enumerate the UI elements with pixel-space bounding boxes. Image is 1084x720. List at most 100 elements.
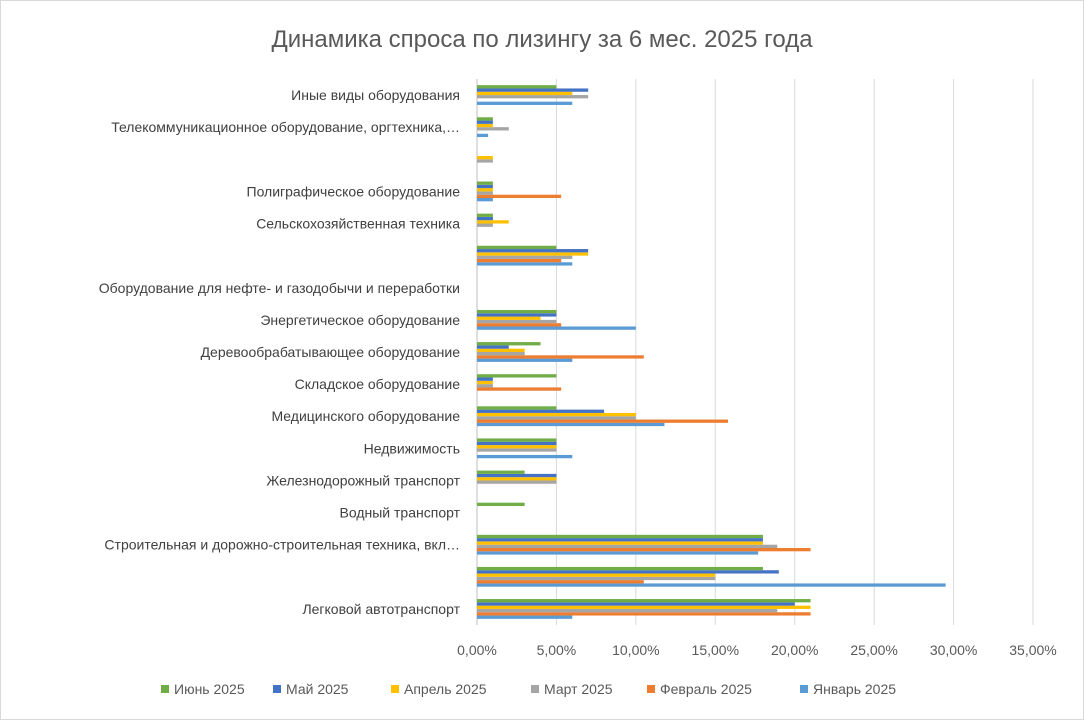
category-label: Водный транспорт [340, 505, 461, 521]
legend-label: Апрель 2025 [404, 681, 487, 697]
bar [477, 252, 589, 256]
value-axis: 0,00% 5,00% 10,00% 15,00% 20,00% 25,00% 30,00%… [457, 642, 1057, 658]
bar [477, 416, 636, 420]
bar [477, 345, 509, 349]
bar [477, 342, 541, 346]
bar [477, 419, 728, 423]
legend-swatch [800, 685, 808, 693]
bar [477, 470, 525, 474]
bar [477, 580, 644, 584]
category-label: Деревообрабатывающее оборудование [201, 344, 461, 360]
bar [477, 541, 763, 545]
bar [477, 326, 636, 330]
bar [477, 422, 665, 427]
bar [477, 548, 811, 552]
bar [477, 576, 716, 581]
bar [477, 194, 562, 199]
bar [477, 159, 493, 163]
category-label: Полиграфическое оборудование [247, 183, 461, 199]
bar [477, 438, 557, 442]
x-tick-label: 25,00% [850, 642, 897, 658]
bar [477, 583, 946, 587]
bar [477, 374, 557, 378]
bar [477, 220, 509, 224]
bar [477, 387, 562, 391]
bar [477, 309, 557, 314]
bar [477, 602, 795, 606]
x-tick-label: 35,00% [1009, 642, 1056, 658]
bar [477, 133, 489, 138]
bar [477, 348, 525, 352]
bars [477, 85, 946, 619]
bar [477, 352, 525, 356]
bar [477, 473, 557, 478]
bar [477, 615, 573, 619]
legend-swatch [273, 685, 281, 693]
category-label: Энергетическое оборудование [260, 312, 460, 328]
legend-swatch [647, 685, 655, 693]
category-label: Медицинского оборудование [271, 408, 460, 424]
bar [477, 384, 493, 388]
x-tick-label: 15,00% [692, 642, 739, 658]
bar [477, 441, 557, 446]
category-label: Строительная и дорожно-строительная техн… [104, 537, 460, 553]
bar [477, 573, 716, 577]
legend-swatch [531, 685, 539, 693]
legend-swatch [391, 685, 399, 693]
bar [477, 534, 763, 539]
bar [477, 551, 759, 555]
category-label: Железнодорожный транспорт [266, 472, 460, 488]
x-tick-label: 20,00% [771, 642, 818, 658]
bar [477, 406, 557, 410]
bar [477, 448, 557, 452]
bar [477, 95, 589, 99]
bar [477, 377, 493, 381]
bar [477, 358, 573, 362]
bar [477, 88, 589, 92]
bar [477, 223, 493, 227]
bar [477, 608, 778, 613]
category-label: Иные виды оборудования [291, 87, 460, 103]
bar [477, 316, 541, 320]
legend-label: Февраль 2025 [660, 681, 752, 697]
bar [477, 544, 778, 549]
x-tick-label: 10,00% [612, 642, 659, 658]
chart-title: Динамика спроса по лизингу за 6 мес. 202… [271, 26, 813, 53]
bar [477, 480, 557, 484]
bar [477, 612, 811, 616]
gridlines [476, 79, 1034, 625]
bar [477, 120, 493, 124]
category-label: Складское оборудование [295, 376, 461, 392]
bar [477, 412, 636, 417]
legend-label: Январь 2025 [813, 681, 896, 697]
x-tick-label: 0,00% [457, 642, 497, 658]
bar [477, 216, 493, 221]
bar [477, 262, 573, 266]
bar [477, 101, 573, 105]
bar [477, 155, 493, 160]
bar [477, 245, 557, 250]
bar [477, 188, 493, 192]
bar [477, 198, 493, 202]
category-label: Телекоммуникационное оборудование, оргте… [111, 119, 460, 135]
bar [477, 454, 573, 459]
category-label: Оборудование для нефте- и газодобычи и п… [99, 280, 460, 296]
bar [477, 313, 557, 317]
bar [477, 91, 573, 96]
bar [477, 538, 763, 542]
bar [477, 599, 811, 603]
x-tick-label: 5,00% [537, 642, 577, 658]
bar [477, 409, 605, 413]
bar [477, 249, 589, 253]
bar [477, 85, 557, 89]
bar [477, 566, 763, 571]
legend-swatch [161, 685, 169, 693]
legend-label: Март 2025 [544, 681, 613, 697]
bar [477, 319, 557, 324]
category-label: Сельскохозяйственная техника [256, 216, 460, 232]
bar [477, 123, 493, 128]
bar [477, 323, 562, 327]
bar [477, 184, 493, 189]
